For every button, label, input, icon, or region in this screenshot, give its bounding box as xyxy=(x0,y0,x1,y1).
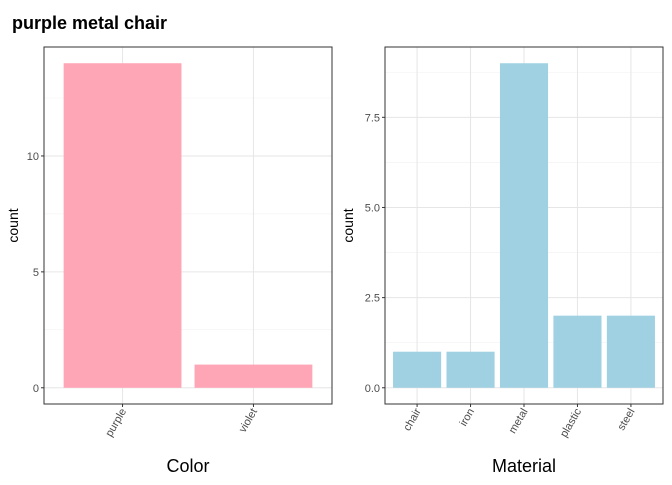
plot-title: purple metal chair xyxy=(12,13,167,33)
color-bar-purple xyxy=(63,63,182,388)
material-bar-chair xyxy=(393,351,442,388)
material-x-axis-title: Material xyxy=(492,456,556,476)
material-y-axis-title: count xyxy=(340,208,356,242)
material-ytick-label: 5.0 xyxy=(365,202,380,214)
material-ytick-label: 2.5 xyxy=(365,293,380,305)
material-bar-plastic xyxy=(553,315,602,388)
material-ytick-label: 7.5 xyxy=(365,112,380,124)
color-bar-violet xyxy=(194,364,313,388)
material-bar-steel xyxy=(606,315,655,388)
material-bar-metal xyxy=(499,63,549,388)
color-ytick-label: 5 xyxy=(33,267,39,279)
color-y-axis-title: count xyxy=(5,208,21,242)
color-ytick-label: 0 xyxy=(33,383,39,395)
color-panel-border xyxy=(43,46,333,405)
color-ytick-label: 10 xyxy=(27,151,39,163)
color-x-axis-title: Color xyxy=(166,456,209,476)
material-ytick-label: 0.0 xyxy=(365,383,380,395)
material-bar-iron xyxy=(446,351,495,388)
